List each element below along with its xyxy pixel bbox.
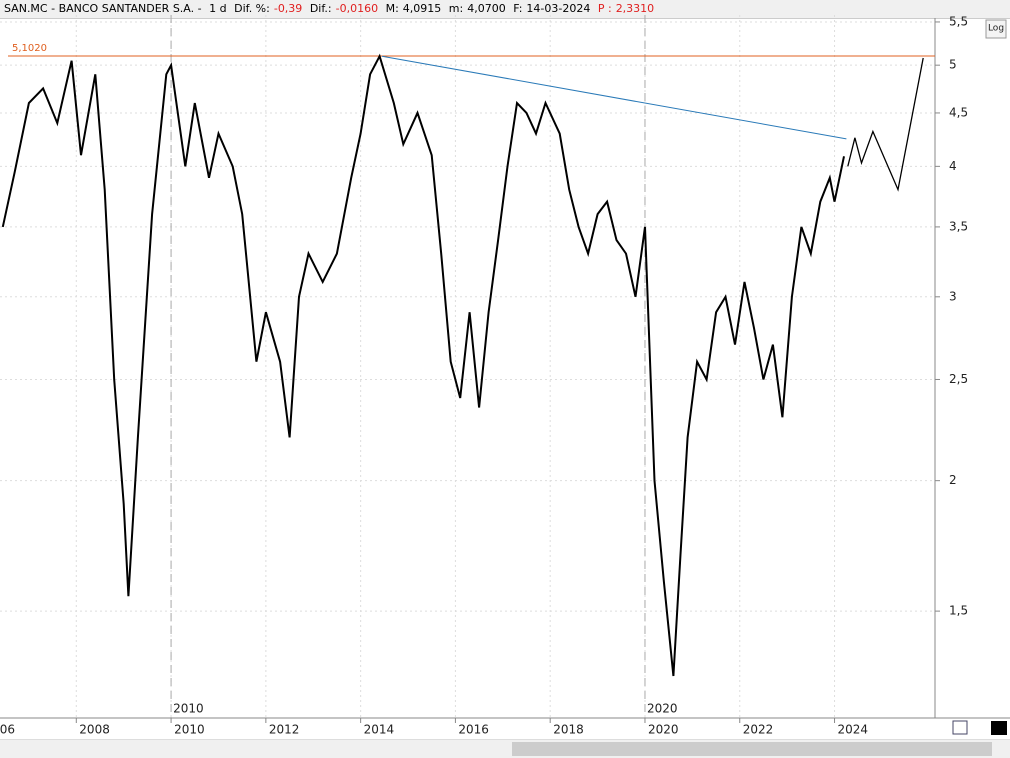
scrollbar[interactable] <box>0 739 1010 758</box>
value: 14-03-2024 <box>526 2 591 15</box>
label: Dif. %: <box>234 2 270 15</box>
header-bar: SAN.MC - BANCO SANTANDER S.A. - 1 d Dif.… <box>0 0 1010 19</box>
y-tick-label: 5,5 <box>949 14 968 28</box>
label: m: <box>448 2 464 15</box>
y-tick-label: 1,5 <box>949 604 968 618</box>
period: 1 d <box>209 2 227 15</box>
period-label: 2010 <box>173 702 204 716</box>
x-tick-label: 2024 <box>838 723 869 737</box>
log-button-label[interactable]: Log <box>988 24 1004 34</box>
chart: Log 5,5 5 4,5 4 3,5 3 2,5 2 1,5 2006 2008 2010 2012 2… <box>0 14 1010 737</box>
price-line <box>1 53 845 677</box>
label: F: <box>513 2 523 15</box>
x-tick-label: 2006 <box>0 723 15 737</box>
symbol: SAN.MC - BANCO SANTANDER S.A. - <box>4 2 202 15</box>
x-tick-label: 2018 <box>553 723 584 737</box>
x-tick-label: 2008 <box>79 723 110 737</box>
horizontal-line-label: 5,1020 <box>12 43 47 54</box>
label: M: <box>385 2 399 15</box>
value: 4,0915 <box>402 2 442 15</box>
value: -0,0160 <box>335 2 379 15</box>
log-button[interactable] <box>985 19 1007 39</box>
x-tick-label: 2014 <box>364 723 395 737</box>
y-tick-label: 5 <box>949 58 957 72</box>
x-tick-label: 2012 <box>269 723 300 737</box>
projection <box>847 57 924 192</box>
value: 4,0700 <box>467 2 506 15</box>
x-tick-label: 2020 <box>648 723 679 737</box>
value: 2,3310 <box>615 2 655 15</box>
period-label: 2020 <box>647 702 678 716</box>
trendline <box>381 55 847 140</box>
y-tick-label: 2 <box>949 473 957 487</box>
y-tick-label: 3 <box>949 289 957 303</box>
scroll-thumb[interactable] <box>512 742 992 756</box>
label: Dif.: <box>309 2 332 15</box>
x-tick-label: 2016 <box>458 723 489 737</box>
label: P : <box>597 2 612 15</box>
y-tick-label: 4 <box>949 159 957 173</box>
value: -0,39 <box>273 2 303 15</box>
y-tick-label: 3,5 <box>949 219 968 233</box>
x-tick-label: 2010 <box>174 723 205 737</box>
save-button[interactable] <box>952 720 968 735</box>
y-tick-label: 2,5 <box>949 372 968 386</box>
y-tick-label: 4,5 <box>949 105 968 119</box>
x-tick-label: 2022 <box>743 723 774 737</box>
color-button[interactable] <box>991 721 1007 735</box>
